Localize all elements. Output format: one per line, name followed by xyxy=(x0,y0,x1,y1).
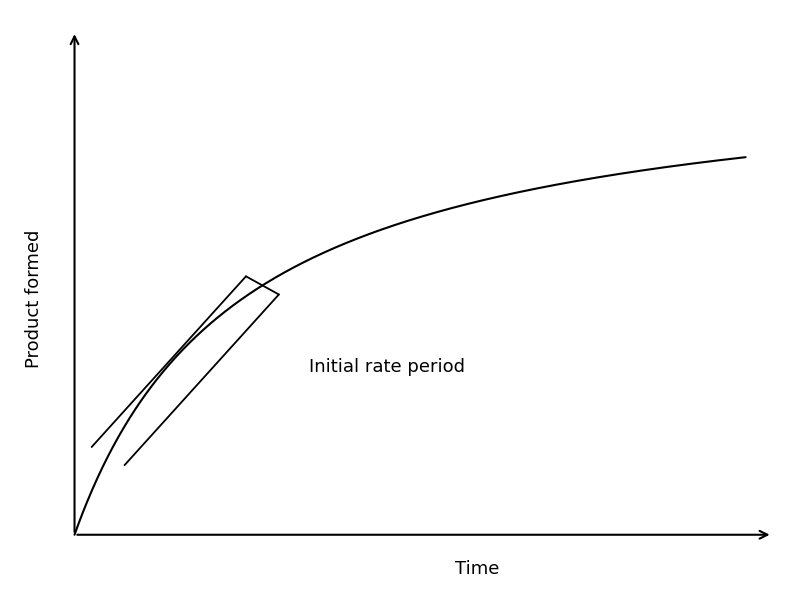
Text: Time: Time xyxy=(455,560,499,578)
Text: Product formed: Product formed xyxy=(26,230,43,368)
Text: Initial rate period: Initial rate period xyxy=(310,358,466,376)
